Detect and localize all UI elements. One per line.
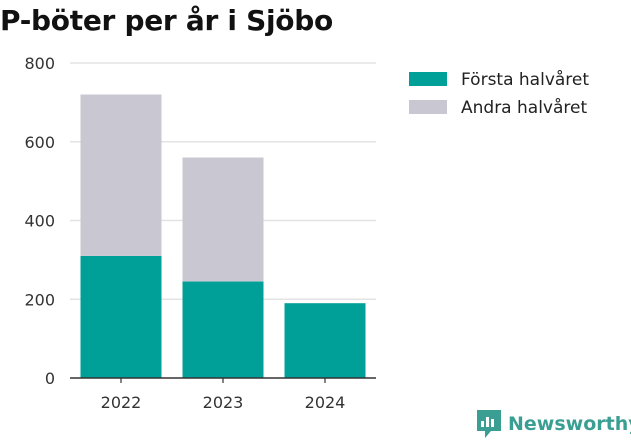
chart-title: P-böter per år i Sjöbo xyxy=(0,4,333,37)
bar-2024-series-1 xyxy=(284,303,366,378)
bar-2022-series-1 xyxy=(80,255,162,378)
y-tick-label-400: 400 xyxy=(24,212,55,231)
y-axis-tick-labels: 0 200 400 600 800 xyxy=(24,54,55,388)
x-tick-label-2024: 2024 xyxy=(305,393,346,412)
bar-2022-series-2 xyxy=(80,94,162,256)
newsworthy-chart-icon xyxy=(477,410,501,438)
x-tick-label-2023: 2023 xyxy=(203,393,244,412)
x-axis-tick-labels: 2022 2023 2024 xyxy=(101,378,346,412)
bar-2023-series-2 xyxy=(182,157,264,282)
logo-text: Newsworthy xyxy=(508,413,631,435)
legend-swatch-2 xyxy=(409,100,447,114)
bar-2023-series-1 xyxy=(182,281,264,378)
legend: Första halvåret Andra halvåret xyxy=(409,69,589,118)
y-tick-label-0: 0 xyxy=(45,369,55,388)
y-tick-label-600: 600 xyxy=(24,133,55,152)
y-tick-label-800: 800 xyxy=(24,54,55,73)
legend-label-1: Första halvåret xyxy=(461,69,589,90)
legend-label-2: Andra halvåret xyxy=(461,97,587,118)
bars xyxy=(80,94,366,378)
legend-swatch-1 xyxy=(409,72,447,86)
y-tick-label-200: 200 xyxy=(24,290,55,309)
newsworthy-logo: Newsworthy xyxy=(476,408,631,440)
x-tick-label-2022: 2022 xyxy=(101,393,142,412)
